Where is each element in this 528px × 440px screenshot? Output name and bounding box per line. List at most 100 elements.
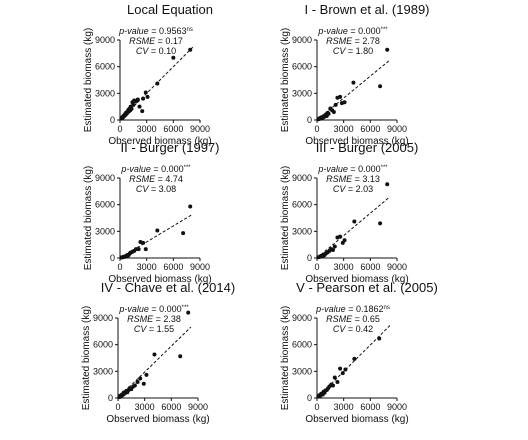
x-axis-label: Observed biomass (kg) xyxy=(305,274,408,285)
y-tick-label: 3000 xyxy=(292,88,312,98)
trend-line xyxy=(117,326,192,399)
panel-title: Local Equation xyxy=(127,2,213,17)
x-tick-label: 9000 xyxy=(190,262,210,272)
x-tick-label: 0 xyxy=(117,124,122,134)
stat-rsme: RSME = 4.74 xyxy=(129,174,183,184)
x-tick-label: 3000 xyxy=(334,402,354,412)
y-tick-label: 3000 xyxy=(95,88,115,98)
panel-title: II - Burger (1997) xyxy=(121,140,220,155)
y-tick-label: 9000 xyxy=(292,173,312,183)
y-tick-label: 9000 xyxy=(95,173,115,183)
panel-title: III - Burger (2005) xyxy=(316,140,419,155)
stat-pvalue: p-value = 0.000*** xyxy=(317,164,388,174)
y-tick-label: 9000 xyxy=(93,313,113,323)
y-tick-label: 0 xyxy=(110,115,115,125)
panel-title: V - Pearson et al. (2005) xyxy=(296,280,438,295)
y-axis-label: Estimated biomass (kg) xyxy=(280,306,291,410)
data-point xyxy=(155,228,160,233)
data-point xyxy=(137,104,142,109)
stat-cv: CV = 1.80 xyxy=(333,46,373,56)
x-tick-label: 0 xyxy=(314,124,319,134)
data-point xyxy=(143,247,148,252)
data-point xyxy=(132,383,137,388)
data-point xyxy=(331,110,336,114)
y-tick-label: 6000 xyxy=(95,62,115,72)
y-tick-label: 0 xyxy=(307,115,312,125)
x-tick-label: 6000 xyxy=(360,402,380,412)
y-axis-label: Estimated biomass (kg) xyxy=(83,28,94,132)
y-tick-label: 3000 xyxy=(95,226,115,236)
x-tick-label: 3000 xyxy=(334,124,354,134)
data-point xyxy=(143,90,148,95)
stat-cv: CV = 3.08 xyxy=(136,184,176,194)
y-tick-label: 0 xyxy=(307,253,312,263)
x-axis-label: Observed biomass (kg) xyxy=(108,136,211,147)
stat-rsme: RSME = 0.65 xyxy=(326,314,380,324)
panel-2: I - Brown et al. (1989) 0 3000 6000 9000 0 300… xyxy=(280,2,430,147)
data-point xyxy=(338,234,343,239)
y-axis-label: Estimated biomass (kg) xyxy=(280,166,291,270)
data-point xyxy=(188,47,193,52)
stat-pvalue: p-value = 0.000*** xyxy=(317,26,388,36)
data-point xyxy=(343,367,348,372)
panel-4: III - Burger (2005) 0 3000 6000 9000 0 3000 600… xyxy=(280,140,418,285)
panel-1: Local Equation 0 3000 6000 9000 0 3000 6000 9000… xyxy=(83,2,213,147)
data-point xyxy=(141,96,146,101)
x-tick-label: 0 xyxy=(115,402,120,412)
stat-cv: CV = 2.03 xyxy=(333,184,373,194)
data-point xyxy=(326,111,331,116)
data-point xyxy=(138,376,143,381)
stat-pvalue: p-value = 0.1862ns xyxy=(315,304,390,314)
data-point xyxy=(155,81,160,86)
data-point xyxy=(338,366,343,371)
data-point xyxy=(342,100,347,105)
data-point xyxy=(186,310,191,315)
y-tick-label: 3000 xyxy=(292,366,312,376)
stat-rsme: RSME = 2.78 xyxy=(326,36,380,46)
data-point xyxy=(378,84,383,89)
data-point xyxy=(385,182,390,187)
data-point xyxy=(335,380,340,384)
data-point xyxy=(140,109,145,114)
stat-pvalue: p-value = 0.9563ns xyxy=(118,26,193,36)
data-point xyxy=(351,80,356,85)
data-point xyxy=(331,383,335,388)
x-tick-label: 9000 xyxy=(387,124,407,134)
stat-rsme: RSME = 2.38 xyxy=(127,314,181,324)
data-point xyxy=(342,238,347,243)
data-point xyxy=(178,354,183,359)
panel-title: IV - Chave et al. (2014) xyxy=(101,280,235,295)
data-point xyxy=(136,247,141,252)
y-axis-label: Estimated biomass (kg) xyxy=(83,166,94,270)
stat-cv: CV = 0.42 xyxy=(333,324,373,334)
y-axis-label: Estimated biomass (kg) xyxy=(280,28,291,132)
x-tick-label: 6000 xyxy=(163,262,183,272)
stat-pvalue: p-value = 0.000*** xyxy=(118,304,189,314)
trend-line xyxy=(119,213,194,259)
x-tick-label: 6000 xyxy=(161,402,181,412)
trend-line xyxy=(316,196,391,259)
data-point xyxy=(331,248,335,252)
stat-rsme: RSME = 3.13 xyxy=(326,174,380,184)
x-tick-label: 9000 xyxy=(190,124,210,134)
y-tick-label: 6000 xyxy=(292,340,312,350)
data-point xyxy=(385,47,390,52)
data-point xyxy=(340,371,345,376)
x-tick-label: 0 xyxy=(314,262,319,272)
y-tick-label: 9000 xyxy=(292,313,312,323)
y-tick-label: 6000 xyxy=(93,340,113,350)
stat-rsme: RSME = 0.17 xyxy=(129,36,183,46)
data-point xyxy=(144,372,149,377)
x-tick-label: 6000 xyxy=(360,124,380,134)
data-point xyxy=(141,240,146,245)
data-point xyxy=(352,356,357,361)
data-point xyxy=(352,219,357,224)
x-tick-label: 3000 xyxy=(334,262,354,272)
x-axis-label: Observed biomass (kg) xyxy=(305,136,408,147)
stat-cv: CV = 1.55 xyxy=(134,324,174,334)
data-point xyxy=(171,55,176,60)
data-point xyxy=(332,375,337,380)
x-tick-label: 3000 xyxy=(137,262,157,272)
y-tick-label: 6000 xyxy=(292,62,312,72)
data-point xyxy=(145,94,150,99)
